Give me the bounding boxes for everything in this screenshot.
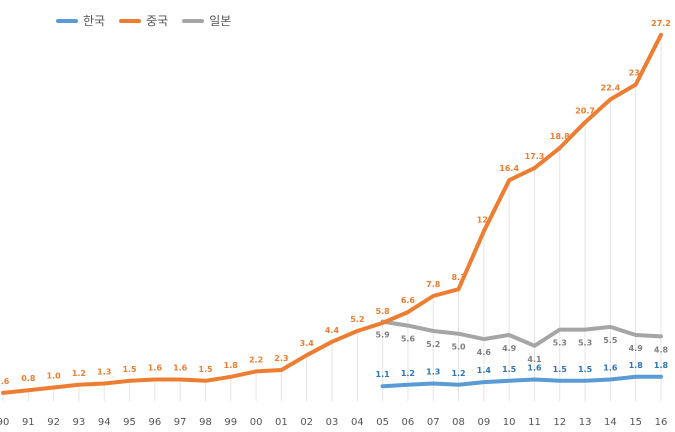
data-label: 1.6 bbox=[173, 363, 188, 372]
x-tick-label: 93 bbox=[73, 417, 86, 428]
x-tick-label: 95 bbox=[123, 417, 136, 428]
legend-item-china: 중국 bbox=[119, 12, 168, 29]
data-label: 4.9 bbox=[629, 344, 644, 353]
legend-label-china: 중국 bbox=[146, 14, 169, 28]
legend-swatch-japan bbox=[182, 18, 205, 23]
legend-swatch-china bbox=[119, 18, 142, 23]
data-label: 1.1 bbox=[376, 370, 391, 379]
x-tick-label: 94 bbox=[98, 417, 111, 428]
series-line-2 bbox=[380, 319, 663, 348]
series-lines bbox=[1, 32, 663, 395]
data-label: 1.6 bbox=[527, 363, 542, 372]
data-label: 1.2 bbox=[451, 369, 465, 378]
data-label: 4.9 bbox=[502, 344, 517, 353]
data-labels: .6 0.8 1.0 1.2 1.3 1.5 1.6 1.6 1.5 1.8 2.2 2.3 3.4 4.… bbox=[1, 19, 671, 386]
x-tick-label: 90 bbox=[0, 417, 9, 428]
data-label: 1.3 bbox=[97, 367, 111, 376]
data-label: 1.8 bbox=[224, 361, 239, 370]
data-label: 12. bbox=[477, 215, 491, 224]
data-label: 8.3 bbox=[451, 273, 465, 282]
x-tick-label: 98 bbox=[199, 417, 212, 428]
data-label: 23. bbox=[629, 69, 643, 78]
legend-swatch-korea bbox=[56, 18, 78, 23]
data-label: 4.8 bbox=[654, 345, 669, 354]
x-tick-label: 97 bbox=[174, 417, 187, 428]
data-label: 17.3 bbox=[525, 152, 545, 161]
legend-item-japan: 일본 bbox=[182, 12, 231, 29]
data-label: 18.8 bbox=[550, 132, 570, 141]
data-label: 1.2 bbox=[72, 369, 86, 378]
data-label: 5.6 bbox=[401, 335, 416, 344]
x-tick-label: 96 bbox=[148, 417, 161, 428]
x-tick-label: 09 bbox=[477, 417, 490, 428]
x-tick-label: 08 bbox=[452, 417, 465, 428]
x-tick-label: 03 bbox=[326, 417, 339, 428]
data-label: 4.4 bbox=[325, 326, 340, 335]
data-label: 1.2 bbox=[401, 369, 415, 378]
x-tick-label: 99 bbox=[224, 417, 237, 428]
x-tick-label: 00 bbox=[250, 417, 263, 428]
data-label: 4.6 bbox=[477, 348, 492, 357]
data-label: 5.0 bbox=[451, 343, 466, 352]
data-label: 5.3 bbox=[553, 339, 567, 348]
x-tick-label: 10 bbox=[503, 417, 516, 428]
x-tick-label: 05 bbox=[376, 417, 389, 428]
data-label: 1.8 bbox=[629, 361, 644, 370]
data-label: 5.2 bbox=[426, 340, 440, 349]
data-label: 6.6 bbox=[401, 296, 416, 305]
x-tick-label: 92 bbox=[47, 417, 60, 428]
data-label: 1.6 bbox=[603, 363, 618, 372]
data-label: 4.1 bbox=[527, 355, 542, 364]
x-tick-label: 06 bbox=[402, 417, 415, 428]
data-label: 5.2 bbox=[350, 315, 364, 324]
data-label: 1.5 bbox=[553, 365, 568, 374]
x-tick-label: 12 bbox=[553, 417, 566, 428]
data-label: .6 bbox=[1, 377, 10, 386]
drop-lines bbox=[2, 34, 662, 401]
data-label: 5.5 bbox=[603, 336, 618, 345]
legend: 한국 중국 일본 bbox=[56, 12, 231, 29]
data-label: 5.8 bbox=[376, 307, 391, 316]
series-line-1 bbox=[1, 32, 663, 395]
data-label: 1.5 bbox=[502, 365, 517, 374]
series-line-0 bbox=[380, 374, 663, 389]
data-label: 1.8 bbox=[654, 361, 669, 370]
data-label: 7.8 bbox=[426, 280, 441, 289]
x-tick-label: 16 bbox=[655, 417, 668, 428]
data-label: 1.5 bbox=[198, 365, 213, 374]
data-label: 16.4 bbox=[499, 164, 519, 173]
x-axis-ticks: 90 91 92 93 94 95 96 97 98 99 00 01 02 03 04 05 06 07 08 09… bbox=[0, 417, 667, 428]
data-label: 0.8 bbox=[21, 374, 36, 383]
x-tick-label: 13 bbox=[579, 417, 592, 428]
x-tick-label: 91 bbox=[22, 417, 35, 428]
data-label: 5.3 bbox=[578, 339, 592, 348]
data-label: 1.6 bbox=[148, 363, 163, 372]
x-tick-label: 01 bbox=[275, 417, 288, 428]
data-label: 1.0 bbox=[47, 372, 62, 381]
x-tick-label: 04 bbox=[351, 417, 364, 428]
data-label: 1.3 bbox=[426, 367, 440, 376]
data-label: 1.5 bbox=[122, 365, 137, 374]
x-tick-label: 07 bbox=[427, 417, 440, 428]
data-label: 2.2 bbox=[249, 355, 263, 364]
legend-label-japan: 일본 bbox=[209, 14, 232, 28]
x-tick-label: 11 bbox=[528, 417, 541, 428]
data-label: 27.2 bbox=[651, 19, 671, 28]
data-label: 3.4 bbox=[300, 339, 315, 348]
x-tick-label: 02 bbox=[300, 417, 313, 428]
legend-label-korea: 한국 bbox=[83, 14, 106, 28]
legend-item-korea: 한국 bbox=[56, 12, 105, 29]
data-label: 20.7 bbox=[575, 106, 595, 115]
data-label: 22.4 bbox=[601, 83, 621, 92]
data-label: 1.4 bbox=[477, 366, 492, 375]
data-label: 5.9 bbox=[376, 331, 391, 340]
data-label: 2.3 bbox=[274, 354, 288, 363]
data-label: 1.5 bbox=[578, 365, 593, 374]
x-tick-label: 15 bbox=[629, 417, 642, 428]
x-tick-label: 14 bbox=[604, 417, 617, 428]
